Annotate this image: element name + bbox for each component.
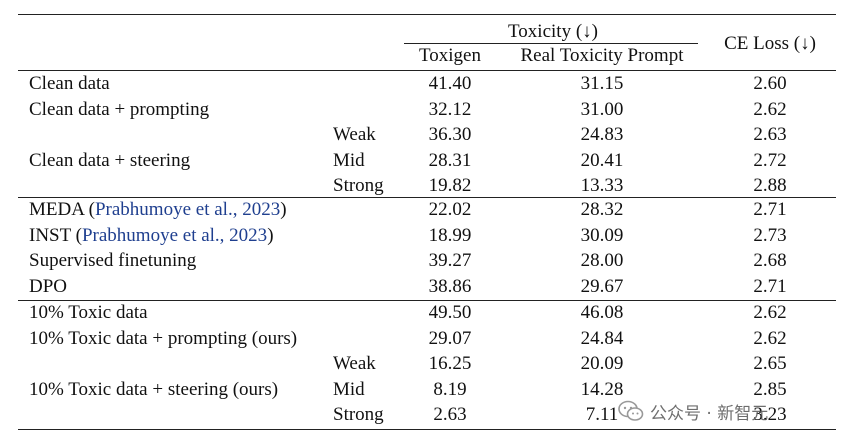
section-rule-1 — [18, 197, 836, 198]
citation-link[interactable]: Prabhumoye et al., 2023 — [94, 199, 281, 220]
method-cell: Clean data + prompting — [29, 99, 209, 121]
bottom-rule — [18, 429, 836, 430]
method-cell: DPO — [29, 276, 67, 298]
rtp-value: 24.83 — [580, 124, 624, 145]
ce-loss-value: 2.68 — [753, 250, 787, 271]
method-name: Clean data — [29, 73, 110, 94]
method-name: 10% Toxic data — [29, 302, 148, 323]
steering-level: Strong — [333, 404, 384, 425]
rtp-value: 28.00 — [580, 250, 624, 271]
watermark: 公众号 · 新智元 — [618, 397, 768, 425]
method-cell: Clean data — [29, 73, 110, 95]
header-toxigen: Toxigen — [419, 45, 481, 66]
steering-level: Mid — [333, 379, 365, 400]
watermark-text: 公众号 · 新智元 — [650, 403, 769, 424]
toxigen-value: 32.12 — [428, 99, 472, 120]
method-name: INST — [29, 225, 71, 246]
toxigen-value: 38.86 — [428, 276, 472, 297]
method-cell: Supervised finetuning — [29, 250, 196, 272]
ce-loss-value: 2.62 — [753, 328, 787, 349]
method-name: Supervised finetuning — [29, 250, 197, 271]
toxigen-value: 39.27 — [428, 250, 472, 271]
method-name: Clean data + prompting — [29, 99, 210, 120]
ce-loss-value: 2.62 — [753, 302, 787, 323]
method-name: Clean data + steering — [29, 150, 191, 171]
toxigen-value: 18.99 — [428, 225, 472, 246]
ce-loss-value: 2.85 — [753, 379, 787, 400]
ce-loss-value: 2.71 — [753, 276, 787, 297]
toxigen-value: 49.50 — [428, 302, 472, 323]
steering-level: Weak — [333, 124, 376, 145]
header-real-toxicity-prompt: Real Toxicity Prompt — [520, 45, 684, 66]
rtp-value: 46.08 — [580, 302, 624, 323]
rtp-value: 20.41 — [580, 150, 624, 171]
top-rule — [18, 14, 836, 15]
ce-loss-value: 2.72 — [753, 150, 787, 171]
method-name: 10% Toxic data + steering (ours) — [29, 379, 279, 400]
rtp-value: 28.32 — [580, 199, 624, 220]
ce-loss-value: 2.88 — [753, 175, 787, 196]
method-name: DPO — [29, 276, 68, 297]
rtp-value: 20.09 — [580, 353, 624, 374]
rtp-value: 29.67 — [580, 276, 624, 297]
method-name: MEDA — [29, 199, 84, 220]
toxigen-value: 29.07 — [428, 328, 472, 349]
steering-level: Weak — [333, 353, 376, 374]
ce-loss-value: 3.23 — [753, 404, 787, 425]
section-rule-2 — [18, 300, 836, 301]
toxigen-value: 8.19 — [433, 379, 467, 400]
rtp-value: 30.09 — [580, 225, 624, 246]
toxigen-value: 19.82 — [428, 175, 472, 196]
toxigen-value: 16.25 — [428, 353, 472, 374]
ce-loss-value: 2.65 — [753, 353, 787, 374]
steering-level: Strong — [333, 175, 384, 196]
rtp-value: 31.15 — [580, 73, 624, 94]
method-cell: Clean data + steering — [29, 150, 190, 172]
ce-loss-value: 2.63 — [753, 124, 787, 145]
toxigen-value: 22.02 — [428, 199, 472, 220]
wechat-icon — [618, 400, 644, 421]
rtp-value: 13.33 — [580, 175, 624, 196]
method-cell: MEDA (Prabhumoye et al., 2023) — [29, 199, 287, 220]
method-cell: 10% Toxic data + steering (ours) — [29, 379, 278, 401]
steering-level: Mid — [333, 150, 365, 171]
header-toxicity: Toxicity (↓) — [508, 21, 598, 42]
method-cell: INST (Prabhumoye et al., 2023) — [29, 225, 274, 246]
ce-loss-value: 2.62 — [753, 99, 787, 120]
toxigen-value: 2.63 — [433, 404, 467, 425]
ce-loss-value: 2.73 — [753, 225, 787, 246]
method-cell: 10% Toxic data — [29, 302, 148, 324]
method-name: 10% Toxic data + prompting (ours) — [29, 328, 298, 349]
header-ce-loss: CE Loss (↓) — [724, 33, 816, 54]
rtp-value: 31.00 — [580, 99, 624, 120]
ce-loss-value: 2.60 — [753, 73, 787, 94]
toxigen-value: 41.40 — [428, 73, 472, 94]
method-cell: 10% Toxic data + prompting (ours) — [29, 328, 297, 350]
header-rule — [18, 70, 836, 71]
rtp-value: 24.84 — [580, 328, 624, 349]
citation-link[interactable]: Prabhumoye et al., 2023 — [81, 225, 268, 246]
toxigen-value: 28.31 — [428, 150, 472, 171]
ce-loss-value: 2.71 — [753, 199, 787, 220]
rtp-value: 14.28 — [580, 379, 624, 400]
toxicity-cmidrule — [404, 43, 698, 44]
toxigen-value: 36.30 — [428, 124, 472, 145]
rtp-value: 7.11 — [585, 404, 619, 425]
